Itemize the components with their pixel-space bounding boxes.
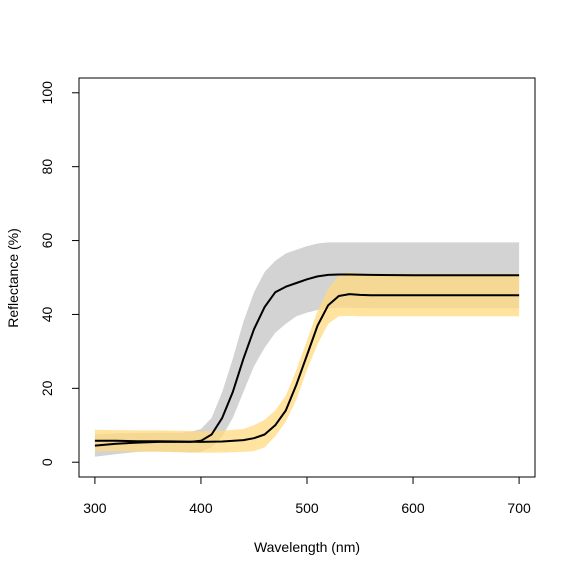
y-axis-title: Reflectance (%) (5, 228, 21, 328)
y-tick-label: 20 (39, 380, 55, 396)
mean-line-2 (94, 293, 520, 443)
confidence-band-2 (94, 272, 520, 453)
y-axis-ticks: 0 20 40 60 80 100 (39, 81, 79, 466)
x-tick-label: 500 (295, 500, 319, 516)
y-tick-label: 40 (39, 306, 55, 322)
y-tick-label: 0 (39, 458, 55, 466)
x-tick-label: 300 (83, 500, 107, 516)
x-axis-title: Wavelength (nm) (254, 539, 360, 555)
x-tick-label: 700 (507, 500, 531, 516)
x-tick-label: 600 (401, 500, 425, 516)
y-tick-label: 100 (39, 81, 55, 105)
mean-lines (94, 273, 520, 447)
x-axis-ticks: 300 400 500 600 700 (83, 477, 531, 516)
x-tick-label: 400 (189, 500, 213, 516)
y-tick-label: 80 (39, 159, 55, 175)
y-tick-label: 60 (39, 233, 55, 249)
